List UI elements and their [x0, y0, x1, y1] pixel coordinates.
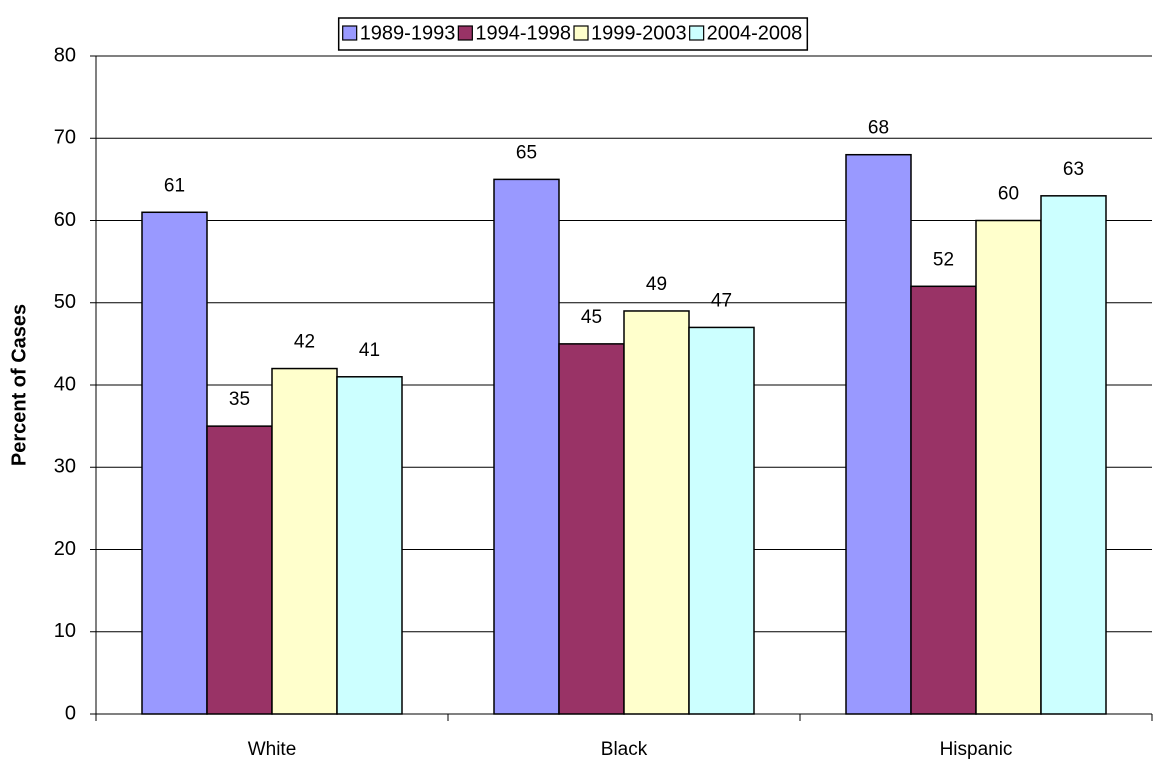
y-tick-label: 0	[65, 702, 76, 724]
data-label: 47	[711, 290, 732, 311]
legend-label: 1994-1998	[475, 22, 571, 44]
bar	[493, 178, 560, 715]
legend-label: 1989-1993	[360, 22, 456, 44]
data-label: 42	[294, 332, 315, 353]
legend: 1989-1993 1994-1998 1999-2003 2004-2008	[337, 17, 809, 51]
data-label: 49	[646, 274, 667, 295]
bar	[1040, 195, 1107, 715]
bar	[975, 219, 1042, 715]
bar	[141, 211, 208, 715]
legend-swatch	[342, 25, 358, 41]
y-tick-label: 80	[54, 44, 76, 66]
legend-label: 1999-2003	[591, 22, 687, 44]
legend-label: 2004-2008	[707, 22, 803, 44]
bar	[845, 153, 912, 715]
bar	[271, 367, 338, 715]
data-label: 35	[229, 389, 250, 410]
y-tick-label: 40	[54, 373, 76, 395]
bar	[336, 376, 403, 715]
legend-swatch	[689, 25, 705, 41]
y-tick-label: 50	[54, 291, 76, 313]
legend-box	[337, 17, 809, 51]
y-tick-label: 30	[54, 456, 76, 478]
data-label: 52	[933, 249, 954, 270]
y-tick-label: 70	[54, 127, 76, 149]
data-label: 45	[581, 307, 602, 328]
y-tick-label: 10	[54, 620, 76, 642]
data-label: 61	[164, 175, 185, 196]
bar	[558, 343, 625, 715]
legend-swatch	[573, 25, 589, 41]
x-tick-label: White	[248, 739, 297, 760]
bar	[688, 326, 755, 715]
data-label: 68	[868, 118, 889, 139]
y-axis-label: Percent of Cases	[8, 304, 30, 466]
data-label: 65	[516, 142, 537, 163]
data-label: 63	[1063, 159, 1084, 180]
y-tick-label: 60	[54, 209, 76, 231]
data-label: 60	[998, 184, 1019, 205]
bar	[910, 285, 977, 715]
x-tick-label: Hispanic	[940, 739, 1013, 760]
data-label: 41	[359, 340, 380, 361]
y-tick-label: 20	[54, 538, 76, 560]
bar	[206, 425, 273, 715]
legend-swatch	[457, 25, 473, 41]
bar	[623, 310, 690, 715]
x-tick-label: Black	[601, 739, 648, 760]
